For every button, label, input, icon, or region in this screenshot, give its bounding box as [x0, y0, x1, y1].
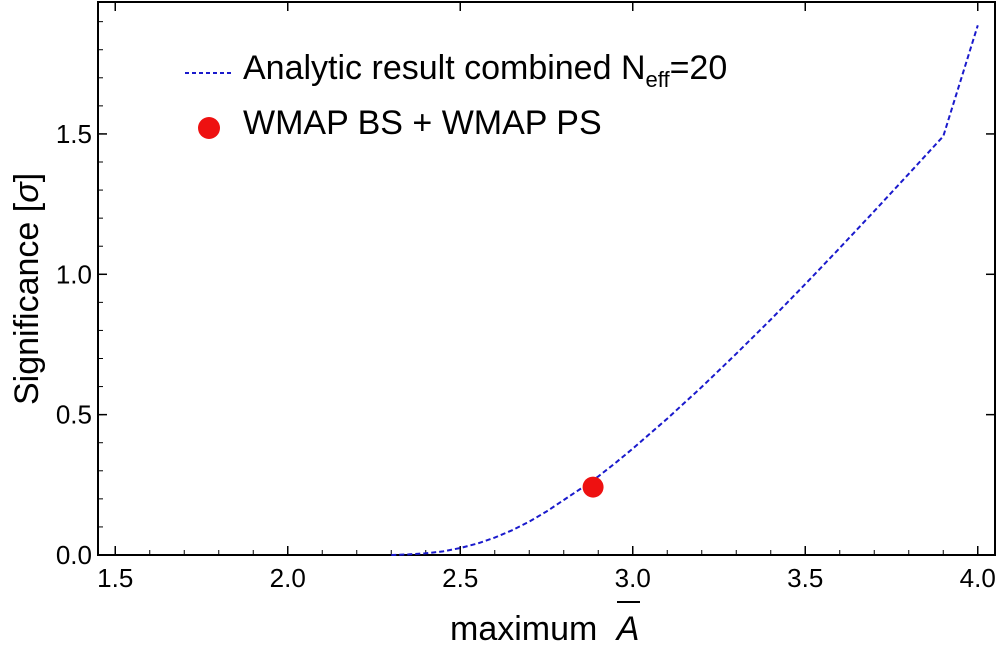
x-tick-label: 4.0: [960, 563, 996, 593]
y-axis-title-symbol: σ: [8, 181, 46, 203]
y-tick-label: 1.5: [56, 119, 92, 149]
legend-label-analytic-subscript: eff: [646, 67, 671, 92]
series-analytic-line: [391, 25, 979, 556]
x-axis-ticks: 1.5 2.0 2.5 3.0 3.5 4.0: [97, 2, 996, 593]
x-axis-title-symbol: A: [615, 610, 640, 648]
y-axis-title-close: ]: [8, 173, 46, 182]
plot-frame: [97, 1, 996, 556]
x-tick-label: 2.5: [442, 563, 478, 593]
x-axis-title: maximum A: [450, 610, 639, 648]
x-tick-label: 3.5: [787, 563, 823, 593]
y-tick-label: 1.0: [56, 259, 92, 289]
plot-area: [97, 1, 996, 556]
legend: Analytic result combined Neff=20 WMAP BS…: [185, 49, 727, 142]
x-tick-label: 3.0: [615, 563, 651, 593]
legend-marker-swatch: [198, 117, 220, 139]
x-axis-title-text: maximum: [450, 610, 597, 648]
x-tick-label: 1.5: [97, 563, 133, 593]
data-point-wmap: [582, 476, 604, 498]
legend-label-analytic-text: Analytic result combined N: [243, 49, 646, 87]
y-axis-title-text: Significance [: [8, 202, 46, 405]
legend-label-analytic-suffix: =20: [670, 49, 728, 87]
y-tick-label: 0.5: [56, 400, 92, 430]
y-axis-title: Significance [σ]: [8, 173, 46, 405]
legend-label-analytic: Analytic result combined Neff=20: [243, 49, 727, 92]
series-layer: [391, 25, 979, 556]
legend-label-wmap: WMAP BS + WMAP PS: [243, 104, 602, 142]
y-tick-label: 0.0: [56, 540, 92, 570]
x-tick-label: 2.0: [270, 563, 306, 593]
y-axis-ticks: 0.0 0.5 1.0 1.5: [56, 21, 995, 570]
